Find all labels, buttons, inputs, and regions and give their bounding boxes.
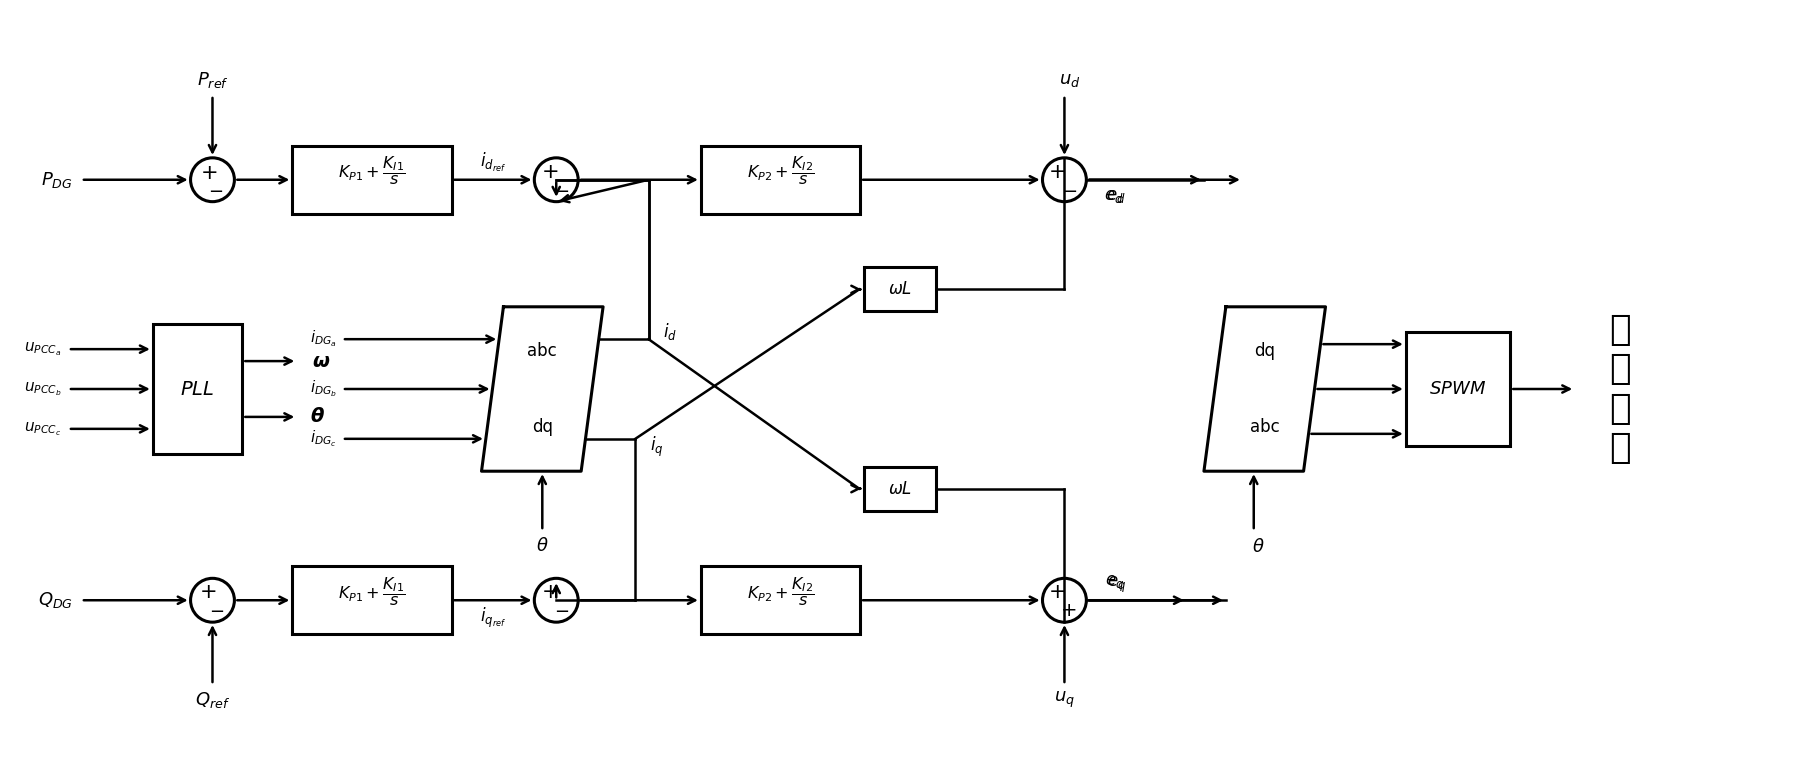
Text: dq: dq [1254, 342, 1276, 360]
Text: $P_{DG}$: $P_{DG}$ [42, 170, 72, 190]
Text: $i_{DG_a}$: $i_{DG_a}$ [310, 329, 337, 350]
Text: $u_{PCC_b}$: $u_{PCC_b}$ [24, 380, 62, 398]
Text: $u_{PCC_a}$: $u_{PCC_a}$ [24, 340, 62, 358]
Text: $i_d$: $i_d$ [663, 321, 678, 342]
Text: $K_{P2}+\dfrac{K_{I2}}{s}$: $K_{P2}+\dfrac{K_{I2}}{s}$ [747, 154, 814, 187]
Text: $\theta$: $\theta$ [536, 537, 549, 555]
Text: +: + [542, 162, 560, 182]
Text: +: + [201, 163, 217, 183]
Text: +: + [1062, 601, 1078, 620]
Text: $Q_{ref}$: $Q_{ref}$ [196, 690, 230, 710]
Text: $i_q$: $i_q$ [651, 435, 663, 459]
Text: $u_{PCC_c}$: $u_{PCC_c}$ [24, 420, 62, 438]
Bar [292, 146, 451, 213]
Text: abc: abc [527, 342, 556, 360]
Text: 脉
冲
信
号: 脉 冲 信 号 [1609, 313, 1631, 465]
Text: $e_d$: $e_d$ [1105, 187, 1123, 205]
Text: +: + [1049, 582, 1065, 602]
Text: abc: abc [1250, 418, 1279, 436]
Bar [1406, 332, 1511, 446]
Text: $\boldsymbol{\theta}$: $\boldsymbol{\theta}$ [310, 407, 324, 426]
Text: $P_{ref}$: $P_{ref}$ [196, 70, 228, 90]
Bar [701, 566, 861, 634]
Text: +: + [199, 582, 217, 602]
Text: $K_{P1}+\dfrac{K_{I1}}{s}$: $K_{P1}+\dfrac{K_{I1}}{s}$ [339, 154, 406, 187]
Text: $u_q$: $u_q$ [1055, 689, 1075, 710]
Text: $-$: $-$ [208, 601, 225, 619]
Text: $i_{d_{ref}}$: $i_{d_{ref}}$ [480, 151, 506, 174]
Bar [292, 566, 451, 634]
Text: $-$: $-$ [554, 601, 569, 619]
Text: $-$: $-$ [554, 181, 569, 199]
Bar [864, 467, 935, 510]
Text: +: + [542, 582, 560, 602]
Text: $i_{DG_c}$: $i_{DG_c}$ [310, 428, 337, 449]
Text: $e_q$: $e_q$ [1107, 575, 1125, 595]
Text: $\theta$: $\theta$ [1252, 538, 1265, 556]
Bar [152, 324, 243, 454]
Text: $SPWM$: $SPWM$ [1430, 380, 1486, 398]
Text: $K_{P1}+\dfrac{K_{I1}}{s}$: $K_{P1}+\dfrac{K_{I1}}{s}$ [339, 575, 406, 608]
Text: $\omega L$: $\omega L$ [888, 280, 911, 298]
Bar [864, 267, 935, 312]
Text: $K_{P2}+\dfrac{K_{I2}}{s}$: $K_{P2}+\dfrac{K_{I2}}{s}$ [747, 575, 814, 608]
Text: $u_d$: $u_d$ [1058, 71, 1080, 89]
Text: $Q_{DG}$: $Q_{DG}$ [38, 590, 72, 610]
Text: $i_{DG_b}$: $i_{DG_b}$ [310, 379, 337, 400]
Text: $-$: $-$ [208, 181, 223, 199]
Text: $-$: $-$ [1062, 181, 1076, 199]
Text: $PLL$: $PLL$ [181, 379, 214, 399]
Text: dq: dq [531, 418, 553, 436]
Bar [701, 146, 861, 213]
Text: $e_q$: $e_q$ [1105, 574, 1123, 594]
Text: $e_d$: $e_d$ [1107, 187, 1125, 205]
Text: $i_{q_{ref}}$: $i_{q_{ref}}$ [480, 606, 506, 630]
Text: +: + [1049, 162, 1065, 182]
Text: $\boldsymbol{\omega}$: $\boldsymbol{\omega}$ [312, 351, 330, 371]
Text: $\omega L$: $\omega L$ [888, 480, 911, 498]
